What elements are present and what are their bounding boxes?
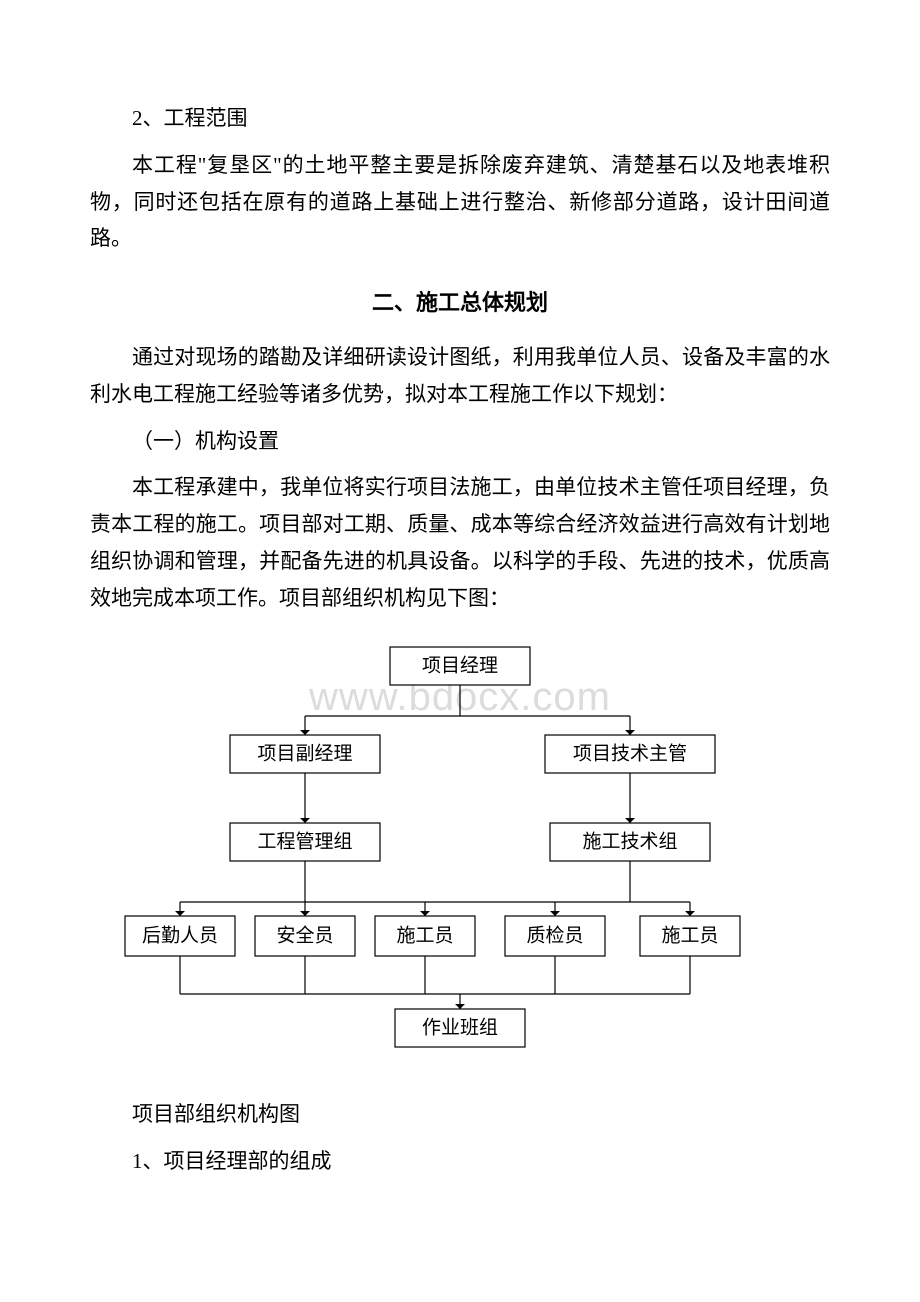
- org-chart: 项目经理项目副经理 项目技术主管工程管理组 施工技术组后勤人员 安全员 施工员 质检员 施工…: [110, 636, 810, 1066]
- para-org-body: 本工程承建中，我单位将实行项目法施工，由单位技术主管任项目经理，负责本工程的施工…: [90, 469, 830, 616]
- para-pm-dept: 1、项目经理部的组成: [90, 1143, 830, 1180]
- para-plan-intro: 通过对现场的踏勘及详细研读设计图纸，利用我单位人员、设备及丰富的水利水电工程施工…: [90, 339, 830, 413]
- org-node-label-n7: 安全员: [276, 925, 333, 947]
- org-node-label-n3: 项目技术主管: [573, 743, 687, 765]
- heading-section-2: 二、施工总体规划: [90, 285, 830, 317]
- para-scope-title: 2、工程范围: [90, 100, 830, 137]
- org-node-label-n1: 项目经理: [422, 655, 498, 677]
- para-scope-body: 本工程"复垦区"的土地平整主要是拆除废弃建筑、清楚基石以及地表堆积物，同时还包括…: [90, 147, 830, 257]
- para-chart-caption: 项目部组织机构图: [90, 1096, 830, 1133]
- org-node-label-n4: 工程管理组: [257, 831, 352, 853]
- org-node-label-n9: 质检员: [526, 925, 583, 947]
- para-org-sub: （一）机构设置: [90, 423, 830, 460]
- org-node-label-n2: 项目副经理: [257, 743, 352, 765]
- org-node-label-n8: 施工员: [396, 925, 453, 947]
- org-node-label-n11: 作业班组: [422, 1017, 498, 1039]
- org-node-label-n5: 施工技术组: [582, 831, 677, 853]
- org-node-label-n6: 后勤人员: [142, 925, 218, 947]
- org-node-label-n10: 施工员: [661, 925, 718, 947]
